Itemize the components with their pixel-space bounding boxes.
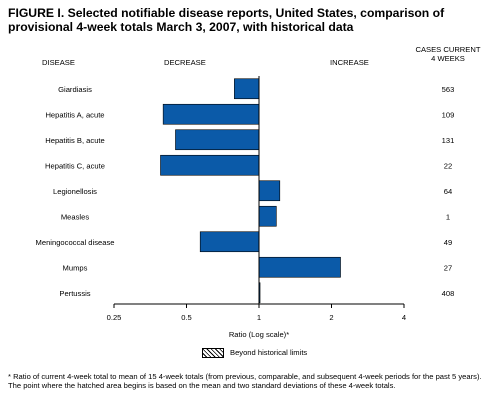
ratio-bar (175, 129, 260, 151)
category-label: Hepatitis C, acute (45, 161, 105, 170)
increase-header: INCREASE (330, 58, 369, 67)
category-label: Legionellosis (53, 187, 97, 196)
category-label: Giardiasis (58, 85, 92, 94)
cases-count: 131 (442, 136, 455, 145)
x-tick-label: 0.5 (181, 313, 192, 322)
legend: Beyond historical limits (202, 348, 307, 358)
x-tick-label: 2 (329, 313, 333, 322)
category-label: Measles (61, 212, 89, 221)
category-label: Meningococcal disease (36, 238, 115, 247)
cases-header-line2: 4 WEEKS (431, 54, 465, 63)
x-tick-label: 1 (257, 313, 261, 322)
category-label: Pertussis (59, 289, 90, 298)
ratio-bar (162, 103, 260, 125)
legend-label: Beyond historical limits (230, 348, 308, 357)
ratio-bar (160, 154, 260, 176)
footnote: * Ratio of current 4-week total to mean … (8, 372, 482, 390)
decrease-header: DECREASE (164, 58, 206, 67)
x-tick-label: 0.25 (107, 313, 122, 322)
cases-column-header: CASES CURRENT 4 WEEKS (400, 45, 496, 63)
x-tick-label: 4 (402, 313, 406, 322)
ratio-bar (258, 256, 341, 278)
ratio-bar (258, 205, 277, 227)
category-label: Hepatitis B, acute (45, 136, 105, 145)
cases-count: 49 (444, 238, 452, 247)
disease-column-header: DISEASE (42, 58, 75, 67)
cases-count: 64 (444, 187, 452, 196)
ratio-bar (199, 231, 260, 253)
x-axis-label: Ratio (Log scale)* (229, 330, 289, 339)
ratio-bar (234, 78, 260, 100)
cases-count: 109 (442, 110, 455, 119)
category-label: Hepatitis A, acute (45, 110, 104, 119)
cases-count: 408 (442, 289, 455, 298)
figure-title: FIGURE I. Selected notifiable disease re… (8, 6, 445, 34)
cases-header-line1: CASES CURRENT (415, 45, 481, 54)
category-label: Mumps (63, 263, 88, 272)
hatched-legend-swatch (202, 348, 224, 358)
cases-count: 563 (442, 85, 455, 94)
cases-count: 1 (446, 212, 450, 221)
cases-count: 27 (444, 263, 452, 272)
cases-count: 22 (444, 161, 452, 170)
ratio-bar (258, 180, 281, 202)
